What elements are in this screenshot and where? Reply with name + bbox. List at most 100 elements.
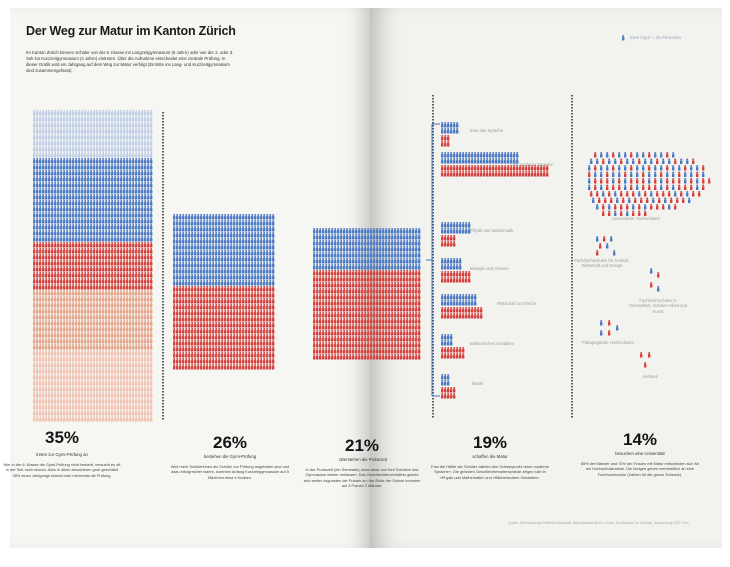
stage2-figure: [206, 286, 209, 292]
stage3-figure: [346, 348, 349, 354]
stage1-figure: [147, 362, 150, 368]
subject-figure: [447, 277, 450, 283]
stage2-figure: [173, 256, 176, 262]
stage3-figure: [367, 330, 370, 336]
stage1-figure: [99, 182, 102, 188]
subject-figure: [441, 347, 444, 353]
stage3-figure: [337, 336, 340, 342]
stage3-figure: [388, 264, 391, 270]
stage1-figure: [138, 374, 141, 380]
subject-figure: [441, 393, 444, 399]
stage1-figure: [102, 188, 105, 194]
subject-figure: [483, 152, 486, 158]
stage1-figure: [126, 356, 129, 362]
stage1-figure: [60, 320, 63, 326]
stage1-figure: [81, 158, 84, 164]
stage1-figure: [48, 248, 51, 254]
stage2-figure: [188, 304, 191, 310]
stage1-figure: [111, 374, 114, 380]
stage1-figure: [150, 170, 153, 176]
stage1-figure: [114, 188, 117, 194]
stage2-figure: [212, 328, 215, 334]
stage1-figure: [126, 230, 129, 236]
stage1-figure: [129, 224, 132, 230]
stage1-figure: [84, 158, 87, 164]
stage1-figure: [78, 182, 81, 188]
subject-figure: [462, 158, 465, 164]
stage2-figure: [224, 292, 227, 298]
stage1-figure: [117, 344, 120, 350]
subject-figure: [465, 294, 468, 300]
stage3-figure: [415, 234, 418, 240]
stage3-figure: [391, 234, 394, 240]
stage3-figure: [409, 234, 412, 240]
stage1-figure: [120, 158, 123, 164]
stage2-figure: [248, 304, 251, 310]
stage1-figure: [126, 344, 129, 350]
stage1-figure: [48, 188, 51, 194]
university-figure: [612, 178, 615, 184]
stage1-figure: [81, 320, 84, 326]
stage2-figure: [188, 226, 191, 232]
stage2-figure: [209, 328, 212, 334]
stage1-figure: [42, 134, 45, 140]
university-figure: [670, 197, 673, 203]
stage1-figure: [87, 242, 90, 248]
stage3-figure: [355, 300, 358, 306]
stage1-figure: [72, 266, 75, 272]
stage1-figure: [36, 248, 39, 254]
stage1-figure: [96, 164, 99, 170]
subject-figure: [450, 353, 453, 359]
stage1-figure: [42, 302, 45, 308]
stage1-figure: [93, 350, 96, 356]
stage1-figure: [87, 218, 90, 224]
stage1-figure: [138, 410, 141, 416]
stage1-figure: [54, 374, 57, 380]
stage1-figure: [111, 206, 114, 212]
stage1-figure: [108, 110, 111, 116]
stage1-figure: [138, 194, 141, 200]
stage1-figure: [63, 398, 66, 404]
stage1-figure: [147, 380, 150, 386]
stage1-figure: [42, 188, 45, 194]
stage1-figure: [66, 140, 69, 146]
subject-figure: [459, 300, 462, 306]
stage1-figure: [105, 164, 108, 170]
stage1-figure: [48, 278, 51, 284]
stage2-figure: [218, 364, 221, 370]
stage2-figure: [200, 328, 203, 334]
stage3-figure: [382, 246, 385, 252]
stage3-figure: [397, 228, 400, 234]
subject-figure: [510, 165, 513, 171]
stage1-figure: [72, 296, 75, 302]
stage2-figure: [218, 244, 221, 250]
stage1-figure: [141, 122, 144, 128]
stage1-figure: [75, 416, 78, 422]
stage1-figure: [108, 194, 111, 200]
stage2-figure: [230, 292, 233, 298]
stage1-figure: [72, 164, 75, 170]
stage2-figure: [194, 214, 197, 220]
stage1-figure: [51, 374, 54, 380]
stage1-figure: [78, 272, 81, 278]
stage2-figure: [245, 364, 248, 370]
stage3-figure: [370, 312, 373, 318]
subject-figure: [441, 128, 444, 134]
stage3-figure: [400, 228, 403, 234]
stage1-figure: [129, 374, 132, 380]
stage1-figure: [54, 398, 57, 404]
university-figure: [606, 165, 609, 171]
stage1-figure: [66, 188, 69, 194]
stage1-figure: [138, 230, 141, 236]
stage1-figure: [60, 122, 63, 128]
stage2-figure: [176, 214, 179, 220]
subject-figure: [444, 313, 447, 319]
stage2-figure: [263, 334, 266, 340]
stage2-figure: [179, 238, 182, 244]
stage2-figure: [221, 322, 224, 328]
stage3-figure: [373, 330, 376, 336]
university-figure: [620, 210, 623, 216]
fh-technik-figure: [603, 236, 606, 242]
stage1-figure: [126, 278, 129, 284]
subject-figure: [504, 171, 507, 177]
